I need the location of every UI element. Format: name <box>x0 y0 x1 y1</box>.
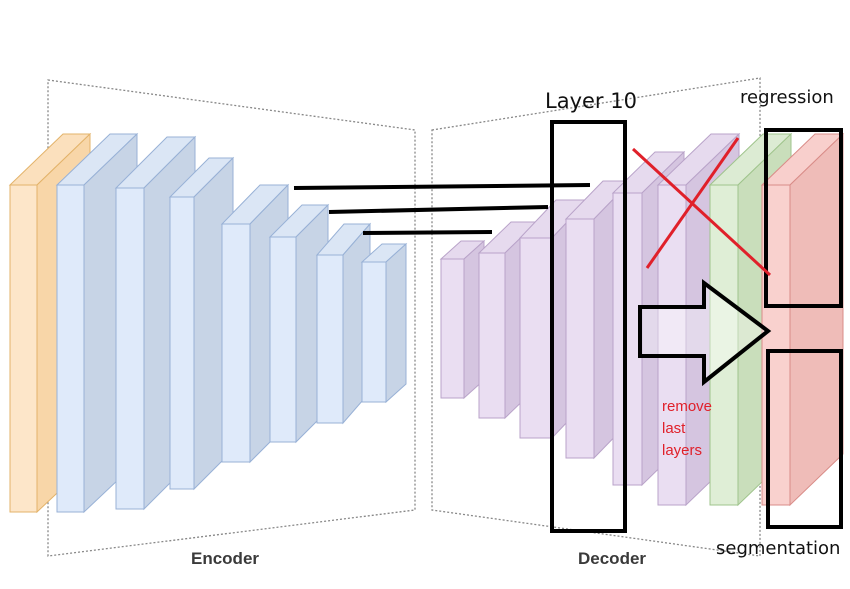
decoder-layer-1 <box>439 239 486 400</box>
note-line-1: remove <box>662 398 713 415</box>
encoder-label: Encoder <box>191 549 260 568</box>
note-line-2: last <box>662 420 686 437</box>
skip-connection-2 <box>328 205 549 214</box>
decoder-label: Decoder <box>578 549 647 568</box>
skip-connection-1 <box>293 183 591 190</box>
remove-last-layers-note: remove last layers <box>662 396 712 462</box>
segmentation-box <box>766 349 843 529</box>
layer10-box <box>550 120 627 533</box>
output-layer <box>760 132 845 507</box>
layer10-label: Layer 10 <box>545 89 637 113</box>
decoder-frame <box>431 77 761 557</box>
regression-label: regression <box>740 87 834 108</box>
regression-box <box>764 128 843 308</box>
skip-connection-3 <box>362 230 493 235</box>
note-line-3: layers <box>662 442 703 459</box>
red-cross <box>631 137 772 277</box>
encoder-layer-7 <box>360 242 408 404</box>
big-arrow <box>638 279 772 387</box>
segmentation-label: segmentation <box>716 538 841 559</box>
